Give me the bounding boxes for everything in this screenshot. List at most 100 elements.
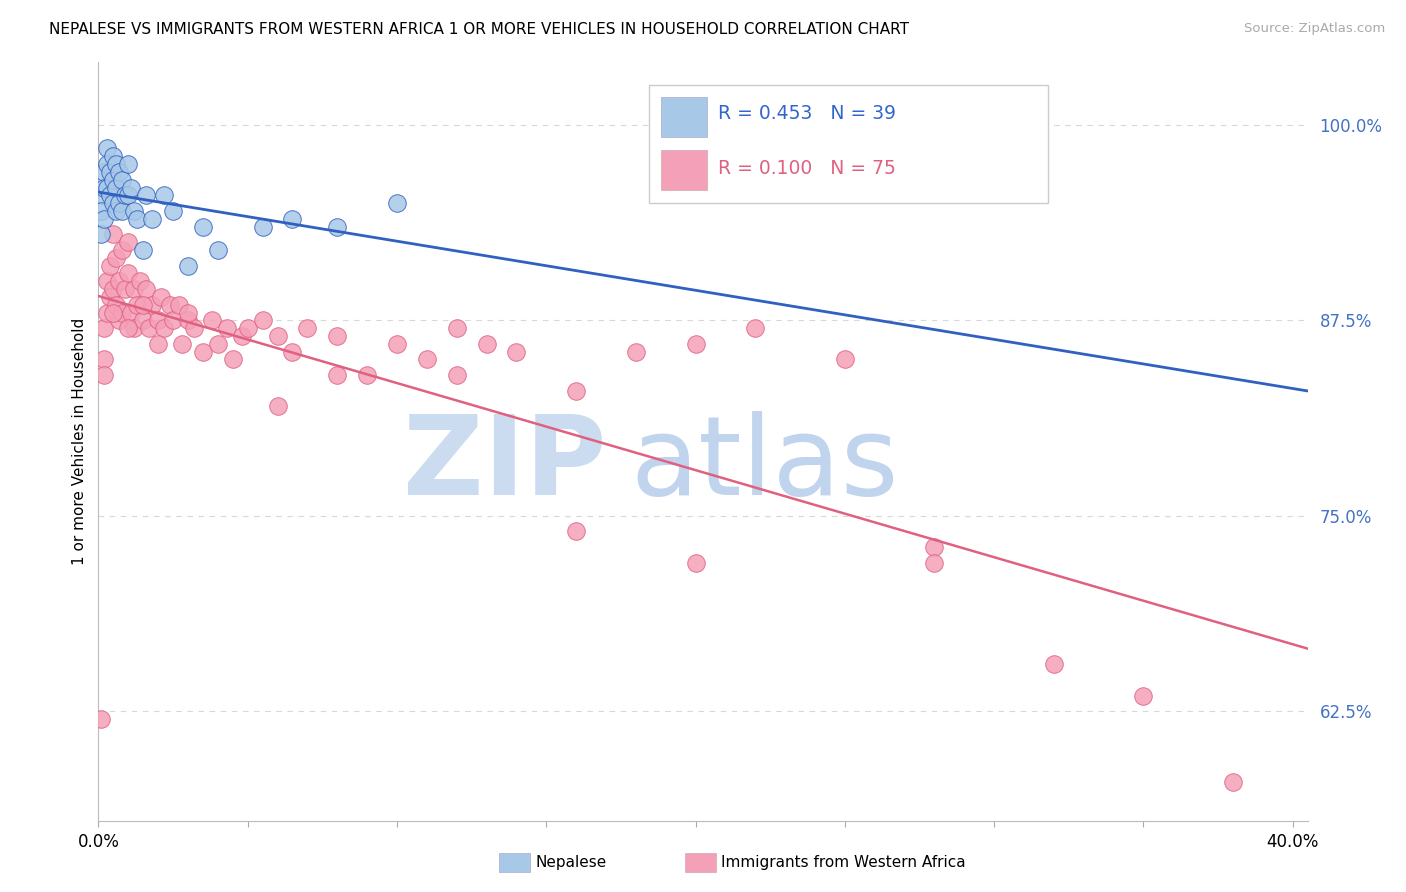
Point [103,196,125,211]
Point [222,352,245,367]
Point [297,321,319,335]
Point [132,298,155,312]
Point [129,274,152,288]
Point [207,336,229,351]
Point [98,290,121,304]
Point [565,384,588,398]
Text: Nepalese: Nepalese [536,855,607,870]
Point [105,298,128,312]
Point [416,352,439,367]
Point [183,321,205,335]
Point [135,282,157,296]
Point [162,203,184,218]
Point [90,188,112,202]
Point [103,149,125,163]
Point [93,368,115,383]
Text: R = 0.100   N = 75: R = 0.100 N = 75 [717,159,896,178]
Point [231,329,253,343]
Point [96,157,118,171]
Point [98,188,121,202]
Point [93,180,115,194]
Point [177,305,200,319]
Point [475,336,498,351]
Point [215,321,238,335]
Point [117,157,139,171]
Point [114,188,136,202]
Point [103,172,125,186]
Point [177,313,200,327]
Point [93,211,115,226]
Point [117,321,139,335]
Point [141,298,163,312]
Point [120,180,142,194]
Point [108,274,131,288]
Point [191,219,214,234]
Text: Immigrants from Western Africa: Immigrants from Western Africa [721,855,966,870]
Point [117,188,139,202]
Point [266,329,288,343]
Point [153,321,176,335]
Point [191,344,214,359]
Point [281,211,304,226]
Point [111,172,134,186]
Point [111,243,134,257]
Point [96,141,118,155]
Point [108,196,131,211]
Text: NEPALESE VS IMMIGRANTS FROM WESTERN AFRICA 1 OR MORE VEHICLES IN HOUSEHOLD CORRE: NEPALESE VS IMMIGRANTS FROM WESTERN AFRI… [49,22,910,37]
Text: atlas: atlas [630,411,898,517]
Point [326,368,349,383]
Point [446,368,468,383]
Point [122,203,145,218]
Point [1132,689,1154,703]
Point [103,227,125,242]
Point [105,251,128,265]
FancyBboxPatch shape [661,151,707,190]
Point [326,329,349,343]
Point [167,298,190,312]
Point [201,313,224,327]
Point [446,321,468,335]
Point [924,556,946,570]
Point [90,203,112,218]
Point [103,282,125,296]
Point [141,211,163,226]
Point [98,165,121,179]
Point [685,336,707,351]
FancyBboxPatch shape [648,85,1047,202]
Point [103,305,125,319]
Point [111,203,134,218]
Point [135,188,157,202]
Point [122,321,145,335]
Point [505,344,527,359]
Point [114,282,136,296]
Point [93,165,115,179]
Point [146,313,169,327]
Point [236,321,259,335]
Point [96,305,118,319]
Text: R = 0.453   N = 39: R = 0.453 N = 39 [717,104,896,123]
Point [162,313,184,327]
Point [565,524,588,539]
Point [159,298,181,312]
Point [177,259,200,273]
Point [132,313,155,327]
Point [96,274,118,288]
Point [132,243,155,257]
Y-axis label: 1 or more Vehicles in Household: 1 or more Vehicles in Household [72,318,87,566]
Point [924,540,946,554]
Point [624,344,647,359]
Point [146,336,169,351]
Point [105,157,128,171]
Point [834,352,856,367]
Point [117,267,139,281]
Point [356,368,378,383]
Point [326,219,349,234]
Point [138,321,160,335]
Point [385,336,408,351]
Point [93,321,115,335]
Point [98,259,121,273]
Point [90,227,112,242]
Point [153,188,176,202]
FancyBboxPatch shape [661,97,707,136]
Point [117,235,139,250]
